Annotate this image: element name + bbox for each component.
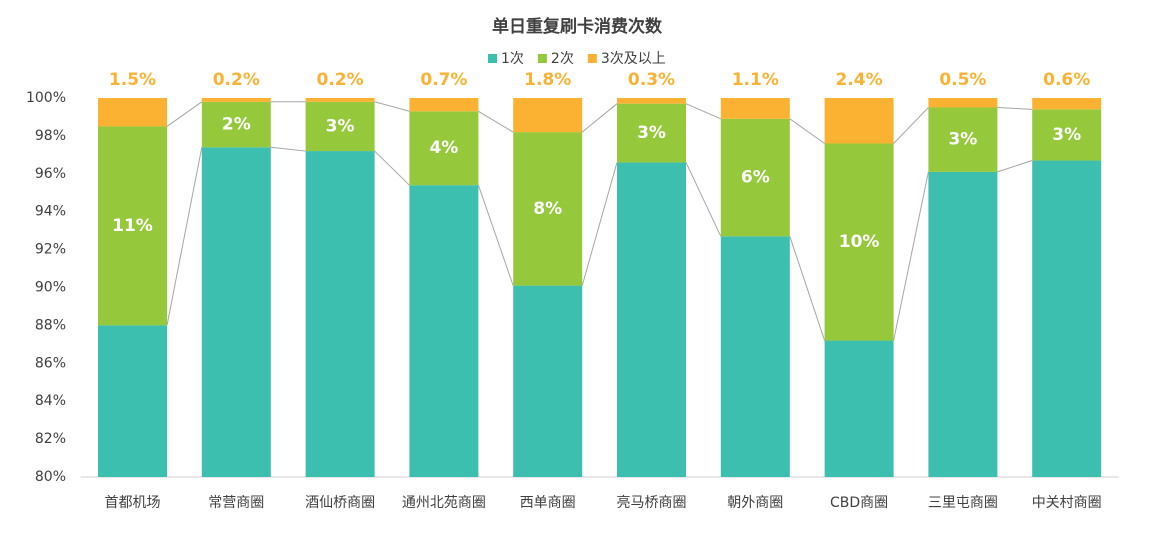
x-tick-label: CBD商圈 <box>830 495 888 511</box>
series-line <box>893 171 929 341</box>
data-label: 10% <box>839 232 880 252</box>
bar-segment <box>928 98 998 108</box>
bar-segment <box>409 98 479 112</box>
data-label: 1.8% <box>524 70 571 90</box>
bar-segment <box>513 98 583 133</box>
y-tick-label: 94% <box>35 204 66 220</box>
bar-segment <box>928 171 998 477</box>
bar-segment <box>824 98 894 144</box>
bar-segment <box>824 143 894 341</box>
bar-segment <box>928 107 998 172</box>
data-label: 0.3% <box>628 70 675 90</box>
series-line <box>581 103 618 133</box>
series-line <box>166 101 203 127</box>
y-tick-label: 98% <box>35 128 66 144</box>
data-label: 8% <box>533 199 562 219</box>
series-line <box>789 118 825 144</box>
series-line <box>685 103 721 120</box>
x-tick-label: 常营商圈 <box>208 495 264 511</box>
bar-segment <box>98 325 167 477</box>
x-tick-label: 朝外商圈 <box>727 495 783 511</box>
bar-segment <box>305 98 375 102</box>
y-tick-label: 96% <box>35 166 66 182</box>
data-label: 0.7% <box>420 70 467 90</box>
series-line <box>997 106 1033 110</box>
series-line <box>270 146 306 152</box>
bar-segment <box>617 162 686 477</box>
data-label: 6% <box>741 168 770 188</box>
y-tick-label: 82% <box>35 431 66 447</box>
bar-segment <box>305 151 375 477</box>
bar-segment <box>201 101 271 148</box>
x-tick-label: 酒仙桥商圈 <box>305 495 375 511</box>
data-label: 0.5% <box>939 70 986 90</box>
bar-segment <box>720 118 790 237</box>
bar-segment <box>824 340 894 477</box>
data-label: 0.6% <box>1043 70 1090 90</box>
data-label: 1.5% <box>109 70 156 90</box>
data-label: 0.2% <box>317 70 364 90</box>
bar-segment <box>305 101 375 152</box>
legend-label: 1次 <box>501 51 524 67</box>
bar-segment <box>1032 98 1102 110</box>
chart-title: 单日重复刷卡消费次数 <box>492 16 663 37</box>
y-tick-label: 88% <box>35 317 66 333</box>
series-line <box>893 107 929 144</box>
bar-segment <box>98 126 167 326</box>
series-line <box>478 110 514 133</box>
bar-segment <box>201 98 271 102</box>
x-tick-label: 首都机场 <box>105 495 161 511</box>
bar-segment <box>201 147 271 477</box>
legend-swatch <box>587 54 597 63</box>
series-line <box>477 185 514 286</box>
x-tick-label: 中关村商圈 <box>1032 495 1102 511</box>
bar-segment <box>617 103 686 163</box>
series-line <box>374 150 410 186</box>
data-label: 0.2% <box>213 70 260 90</box>
series-line <box>685 162 722 237</box>
data-label: 2% <box>222 115 251 135</box>
series-line <box>997 160 1033 173</box>
legend-label: 3次及以上 <box>601 51 666 67</box>
bar-segment <box>1032 109 1102 161</box>
y-tick-label: 90% <box>35 280 66 296</box>
x-tick-label: 三里屯商圈 <box>928 495 998 511</box>
bar-segment <box>720 236 790 477</box>
bar-segment <box>720 98 790 119</box>
x-tick-label: 西单商圈 <box>520 495 576 511</box>
legend-swatch <box>537 54 547 63</box>
data-label: 3% <box>1052 125 1081 145</box>
y-tick-label: 100% <box>26 90 66 106</box>
y-tick-label: 92% <box>35 242 66 258</box>
bar-segment <box>409 111 479 186</box>
data-label: 3% <box>326 116 355 136</box>
series-line <box>789 236 826 341</box>
series-line <box>581 162 618 286</box>
data-label: 1.1% <box>732 70 779 90</box>
x-tick-label: 亮马桥商圈 <box>617 494 687 511</box>
bar-segment <box>98 98 167 127</box>
bar-segment <box>1032 160 1102 477</box>
bar-segment <box>513 285 583 477</box>
y-tick-label: 86% <box>35 355 66 371</box>
series-line <box>166 147 203 326</box>
bar-segment <box>617 98 686 104</box>
x-tick-label: 通州北苑商圈 <box>402 495 486 511</box>
series-line <box>374 101 410 112</box>
bar-segment <box>513 132 583 286</box>
y-tick-label: 80% <box>35 469 66 485</box>
data-label: 3% <box>637 123 666 143</box>
data-label: 11% <box>112 216 153 236</box>
data-label: 2.4% <box>836 70 883 90</box>
y-tick-label: 84% <box>35 393 66 409</box>
data-label: 3% <box>948 130 977 150</box>
bar-segment <box>409 185 479 478</box>
legend-label: 2次 <box>551 51 574 67</box>
data-label: 4% <box>429 138 458 158</box>
legend-swatch <box>488 54 497 63</box>
